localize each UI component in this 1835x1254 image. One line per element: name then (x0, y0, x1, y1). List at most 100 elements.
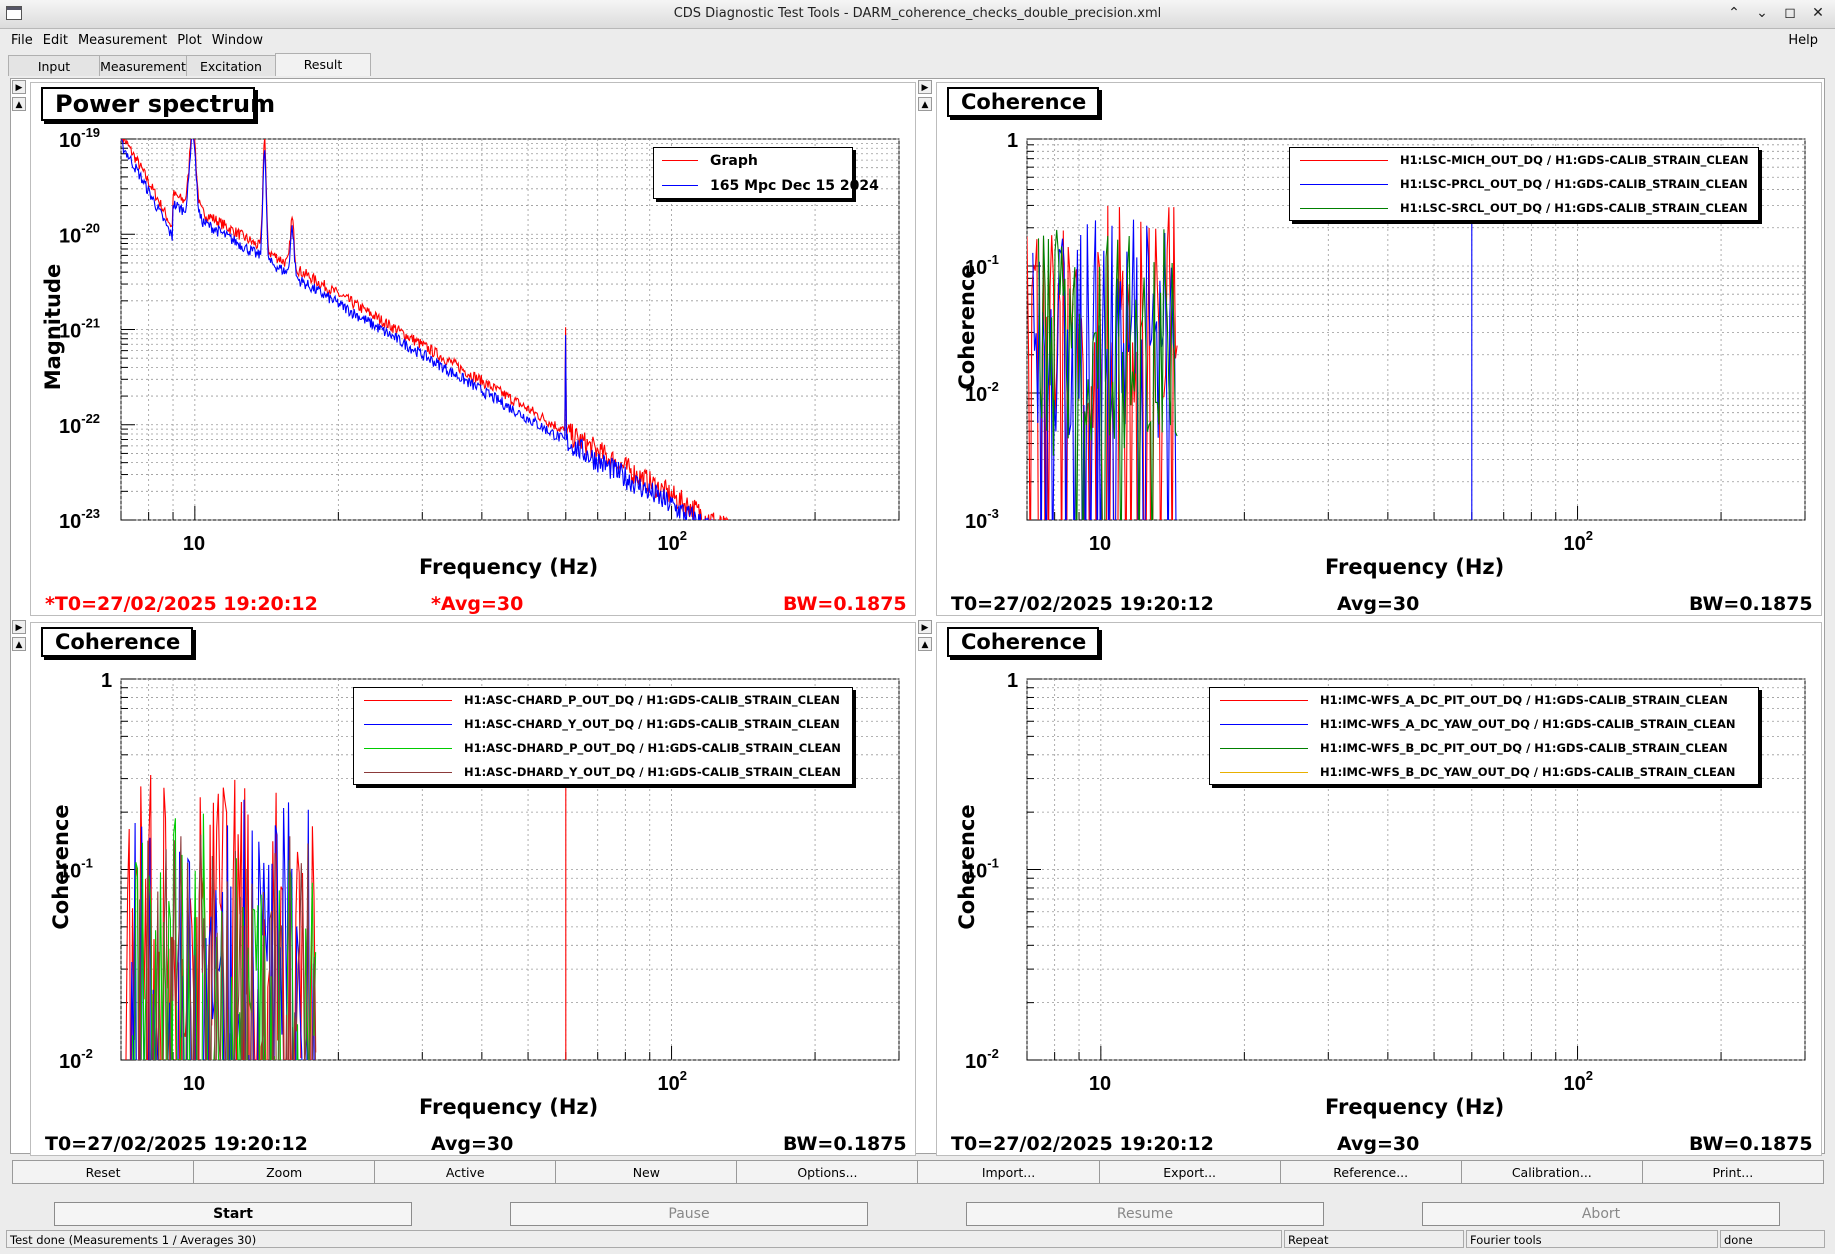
reference-button[interactable]: Reference... (1279, 1160, 1462, 1184)
status-mode: Repeat (1284, 1230, 1464, 1248)
panel-title: Power spectrum (41, 87, 275, 121)
plot-panel-4[interactable]: 1 10-1 10-2 10 102 H1:IMC-WFS_A_DC_PIT_OUT_DQ… (936, 622, 1822, 1156)
x-tick-label: 102 (1564, 1068, 1593, 1095)
x-axis-label: Frequency (Hz) (1325, 1095, 1505, 1119)
print-button[interactable]: Print... (1641, 1160, 1824, 1184)
plot-button-bar: Reset Zoom Active New Options... Import.… (12, 1160, 1824, 1186)
y-tick-label: 1 (101, 670, 112, 692)
status-state: done (1720, 1230, 1825, 1248)
export-button[interactable]: Export... (1098, 1160, 1281, 1184)
status-message: Test done (Measurements 1 / Averages 30) (6, 1230, 1282, 1248)
minimize-icon[interactable]: ⌄ (1756, 5, 1768, 21)
panel-nav-arrows: ▶ ▲ (918, 80, 932, 111)
footer-bw: BW=0.1875 (1689, 593, 1813, 615)
legend-entry: H1:LSC-PRCL_OUT_DQ / H1:GDS-CALIB_STRAIN… (1290, 172, 1758, 196)
trace-0 (121, 139, 729, 520)
footer-avg: Avg=30 (431, 1133, 514, 1155)
legend-swatch (364, 771, 452, 773)
title-bar: CDS Diagnostic Test Tools - DARM_coheren… (0, 0, 1835, 29)
menu-edit[interactable]: Edit (42, 33, 68, 48)
legend-swatch (364, 747, 452, 749)
panel-title: Coherence (947, 627, 1099, 657)
y-tick-label: 10-2 (965, 379, 999, 406)
close-icon[interactable]: ✕ (1812, 5, 1824, 21)
menu-window[interactable]: Window (211, 33, 263, 48)
arrow-up-icon[interactable]: ▲ (12, 97, 26, 111)
plot-panel-1[interactable]: 10-19 10-20 10-21 10-22 10-23 10 102 Graph 165 M… (30, 82, 916, 616)
active-button[interactable]: Active (374, 1160, 557, 1184)
window-title: CDS Diagnostic Test Tools - DARM_coheren… (673, 6, 1162, 21)
maximize-icon[interactable]: ◻ (1784, 5, 1796, 21)
legend-swatch (364, 723, 452, 725)
footer-avg: Avg=30 (1337, 1133, 1420, 1155)
footer-bw: BW=0.1875 (783, 593, 907, 615)
menu-plot[interactable]: Plot (177, 33, 202, 48)
y-tick-label: 10-19 (59, 125, 100, 152)
legend-label: H1:ASC-CHARD_P_OUT_DQ / H1:GDS-CALIB_STR… (464, 693, 840, 707)
y-tick-label: 1 (1007, 670, 1018, 692)
arrow-right-icon[interactable]: ▶ (918, 620, 932, 634)
start-button[interactable]: Start (54, 1202, 412, 1226)
trace-3 (137, 834, 316, 1060)
legend-label: 165 Mpc Dec 15 2024 (710, 177, 879, 194)
x-axis-label: Frequency (Hz) (419, 555, 599, 579)
arrow-right-icon[interactable]: ▶ (918, 80, 932, 94)
plot-panel-2[interactable]: 1 10-1 10-2 10-3 10 102 H1:LSC-MICH_OUT_DQ / H… (936, 82, 1822, 616)
reset-button[interactable]: Reset (12, 1160, 195, 1184)
status-bar: Test done (Measurements 1 / Averages 30)… (6, 1230, 1829, 1250)
plot-canvas[interactable]: 10-19 10-20 10-21 10-22 10-23 10 102 (31, 83, 917, 617)
legend-label: H1:IMC-WFS_B_DC_YAW_OUT_DQ / H1:GDS-CALI… (1320, 765, 1736, 779)
import-button[interactable]: Import... (917, 1160, 1100, 1184)
legend: H1:LSC-MICH_OUT_DQ / H1:GDS-CALIB_STRAIN… (1289, 147, 1759, 221)
arrow-up-icon[interactable]: ▲ (918, 637, 932, 651)
legend-swatch (662, 160, 698, 161)
footer-t0: T0=27/02/2025 19:20:12 (45, 1133, 308, 1155)
tab-excitation[interactable]: Excitation (186, 55, 276, 76)
pause-button[interactable]: Pause (510, 1202, 868, 1226)
zoom-button[interactable]: Zoom (193, 1160, 376, 1184)
arrow-right-icon[interactable]: ▶ (12, 80, 26, 94)
arrow-right-icon[interactable]: ▶ (12, 620, 26, 634)
legend-swatch (1300, 159, 1388, 161)
menu-help[interactable]: Help (1788, 33, 1818, 48)
legend-label: H1:IMC-WFS_A_DC_PIT_OUT_DQ / H1:GDS-CALI… (1320, 693, 1728, 707)
legend: Graph 165 Mpc Dec 15 2024 (653, 147, 879, 199)
legend-label: H1:IMC-WFS_B_DC_PIT_OUT_DQ / H1:GDS-CALI… (1320, 741, 1728, 755)
calibration-button[interactable]: Calibration... (1460, 1160, 1643, 1184)
tab-measurement[interactable]: Measurement (99, 55, 187, 76)
legend-entry: H1:LSC-SRCL_OUT_DQ / H1:GDS-CALIB_STRAIN… (1290, 196, 1758, 220)
chevron-up-icon[interactable]: ⌃ (1728, 5, 1740, 21)
new-button[interactable]: New (555, 1160, 738, 1184)
trace-1 (1032, 219, 1177, 520)
legend-entry: H1:ASC-CHARD_P_OUT_DQ / H1:GDS-CALIB_STR… (354, 688, 852, 712)
legend-swatch (1220, 771, 1308, 773)
trace-2 (131, 813, 317, 1060)
tab-result[interactable]: Result (275, 53, 371, 76)
arrow-up-icon[interactable]: ▲ (918, 97, 932, 111)
panel-nav-arrows: ▶ ▲ (918, 620, 932, 651)
arrow-up-icon[interactable]: ▲ (12, 637, 26, 651)
abort-button[interactable]: Abort (1422, 1202, 1780, 1226)
plot-panel-3[interactable]: 1 10-1 10-2 10 102 H1:ASC-CHARD_P_OUT_DQ / H1… (30, 622, 916, 1156)
options-button[interactable]: Options... (736, 1160, 919, 1184)
menu-measurement[interactable]: Measurement (77, 33, 168, 48)
y-tick-label: 10-22 (59, 411, 100, 438)
x-tick-label: 102 (658, 1068, 687, 1095)
x-axis-label: Frequency (Hz) (1325, 555, 1505, 579)
y-axis-label: Coherence (49, 804, 73, 930)
menu-file[interactable]: File (11, 33, 33, 48)
legend-label: H1:LSC-SRCL_OUT_DQ / H1:GDS-CALIB_STRAIN… (1400, 201, 1748, 215)
panel-title: Coherence (947, 87, 1099, 117)
legend-entry: Graph (654, 148, 852, 173)
app-icon (6, 6, 22, 20)
tab-input[interactable]: Input (8, 55, 100, 76)
panel-title: Coherence (41, 627, 193, 657)
legend-entry: H1:IMC-WFS_A_DC_YAW_OUT_DQ / H1:GDS-CALI… (1210, 712, 1758, 736)
y-tick-label: 10-23 (59, 506, 100, 533)
footer-t0: T0=27/02/2025 19:20:12 (951, 1133, 1214, 1155)
resume-button[interactable]: Resume (966, 1202, 1324, 1226)
y-tick-label: 10-21 (59, 316, 100, 343)
y-tick-label: 10-2 (965, 1046, 999, 1073)
footer-avg: Avg=30 (1337, 593, 1420, 615)
footer-t0: *T0=27/02/2025 19:20:12 (45, 593, 318, 615)
